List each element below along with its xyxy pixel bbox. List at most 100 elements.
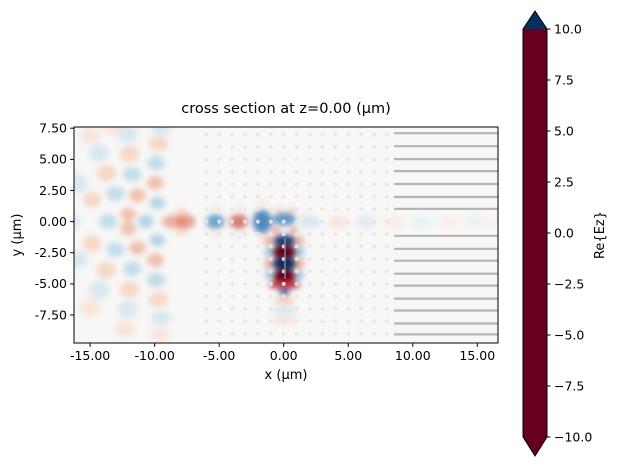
structure-dot: [268, 294, 273, 299]
structure-dot: [333, 257, 338, 261]
structure-dot: [217, 169, 222, 174]
structure-dot: [294, 169, 299, 174]
structure-dot: [385, 269, 389, 274]
field-blob: [74, 213, 81, 230]
structure-dot: [333, 144, 338, 149]
structure-dot: [359, 294, 364, 299]
structure-dot: [255, 219, 260, 224]
structure-dot: [294, 157, 299, 162]
structure-dot: [320, 132, 325, 137]
structure-dot: [333, 319, 338, 324]
field-blob: [252, 209, 273, 234]
structure-dot: [320, 157, 325, 162]
structure-dot: [204, 281, 209, 286]
structure-dot: [230, 269, 235, 274]
structure-dot: [204, 319, 209, 324]
structure-dot: [255, 232, 260, 237]
field-blob: [123, 166, 142, 182]
structure-dot: [268, 319, 273, 324]
structure-dot: [359, 331, 364, 336]
field-blob: [486, 216, 498, 229]
structure-dot: [385, 194, 389, 199]
structure-dot: [268, 244, 273, 249]
structure-dot: [372, 244, 377, 249]
field-blob: [117, 300, 138, 319]
structure-dot: [346, 281, 351, 286]
structure-dot: [230, 182, 235, 187]
structure-dot: [333, 294, 338, 299]
y-tick-label: 2.50: [39, 183, 67, 198]
structure-dot: [230, 331, 235, 336]
colorbar-tick-label: −5.0: [554, 327, 584, 342]
structure-dot: [217, 257, 222, 261]
structure-dot: [268, 157, 273, 162]
structure-dot: [359, 144, 364, 149]
structure-dot: [255, 244, 260, 249]
structure-dot: [307, 257, 312, 261]
structure-dot: [255, 182, 260, 187]
structure-dot: [372, 157, 377, 162]
field-blob: [274, 297, 295, 305]
field-blob: [296, 258, 305, 270]
field-blob: [96, 165, 117, 182]
field-blob: [119, 145, 140, 162]
x-axis-label: x (μm): [265, 368, 308, 383]
structure-dot: [307, 144, 312, 149]
structure-dot: [307, 244, 312, 249]
structure-dot: [359, 281, 364, 286]
structure-dot: [281, 132, 286, 137]
structure-dot: [204, 182, 209, 187]
field-blob: [146, 176, 164, 190]
structure-dot: [294, 232, 299, 237]
structure-dot: [320, 331, 325, 336]
structure-dot: [281, 294, 286, 299]
structure-dot: [281, 306, 286, 311]
field-blob: [410, 216, 433, 229]
field-blob: [147, 155, 165, 171]
structure-dot: [243, 294, 247, 299]
x-tick-label: -15.00: [70, 348, 110, 363]
structure-dot: [217, 306, 222, 311]
structure-dot: [372, 331, 377, 336]
structure-dot: [230, 294, 235, 299]
field-blob: [264, 246, 273, 258]
structure-dot: [217, 194, 222, 199]
x-tick-label: 0.00: [270, 348, 298, 363]
x-tick-label: 10.00: [395, 348, 431, 363]
structure-dot: [359, 257, 364, 261]
structure-dot: [243, 182, 247, 187]
colorbar-tick-label: 0.0: [554, 225, 574, 240]
structure-dot: [204, 331, 209, 336]
structure-dot: [359, 182, 364, 187]
structure-dot: [294, 281, 299, 286]
colorbar: 10.0 7.5 5.0 2.5 0.0 −2.5 −5.0 −7.5 −10.0: [522, 10, 592, 457]
structure-dot: [204, 219, 209, 224]
structure-dot: [281, 319, 286, 324]
field-blob: [106, 186, 125, 202]
structure-dot: [294, 219, 299, 224]
structure-dot: [372, 182, 377, 187]
structure-dot: [230, 281, 235, 286]
structure-dot: [372, 319, 377, 324]
structure-dot: [346, 207, 351, 212]
structure-dot: [268, 144, 273, 149]
field-blob: [296, 246, 305, 258]
field-blob: [150, 310, 172, 326]
structure-dot: [255, 306, 260, 311]
colorbar-tick-label: 7.5: [554, 72, 574, 87]
structure-dot: [204, 232, 209, 237]
colorbar-tick-label: 5.0: [554, 123, 574, 138]
field-blob: [74, 250, 88, 269]
structure-dot: [217, 182, 222, 187]
field-blob: [83, 191, 102, 208]
x-tick-label: 5.00: [334, 348, 362, 363]
field-blob: [120, 207, 136, 222]
structure-dot: [243, 169, 247, 174]
structure-dot: [359, 169, 364, 174]
structure-dot: [333, 182, 338, 187]
structure-dot: [320, 281, 325, 286]
structure-dot: [281, 207, 286, 212]
colorbar-label: Re{Ez}: [593, 211, 608, 259]
structure-dot: [307, 269, 312, 274]
